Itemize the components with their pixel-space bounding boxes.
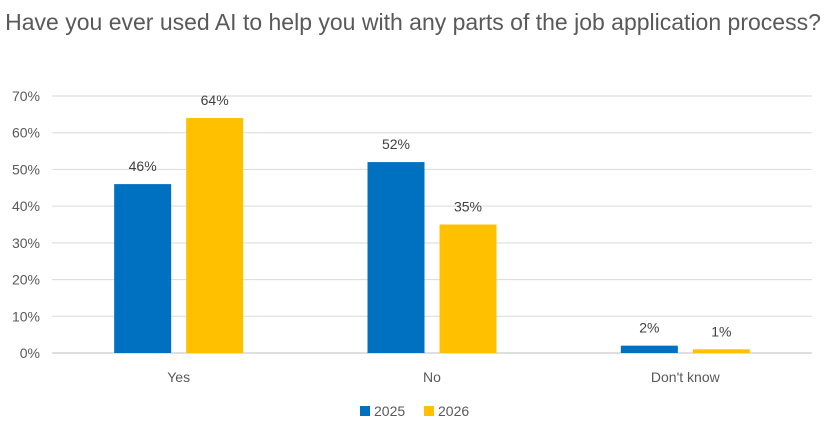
- chart-title: Have you ever used AI to help you with a…: [5, 9, 821, 35]
- y-tick-label: 50%: [12, 161, 40, 177]
- data-label: 64%: [201, 92, 229, 108]
- x-tick-label: Yes: [167, 369, 190, 385]
- bar-2025-no: [367, 162, 425, 353]
- data-label: 1%: [711, 323, 731, 339]
- y-tick-label: 10%: [12, 308, 40, 324]
- y-tick-label: 0%: [20, 345, 40, 361]
- legend-label: 2026: [438, 403, 469, 419]
- y-tick-label: 20%: [12, 272, 40, 288]
- legend-swatch: [424, 406, 434, 416]
- y-tick-label: 40%: [12, 198, 40, 214]
- bar-2026-don-t-know: [692, 349, 750, 353]
- data-label: 52%: [382, 136, 410, 152]
- bar-2025-don-t-know: [620, 345, 678, 353]
- x-tick-label: No: [423, 369, 441, 385]
- bar-2025-yes: [114, 184, 172, 353]
- bar-2026-yes: [186, 118, 244, 354]
- y-tick-label: 60%: [12, 125, 40, 141]
- data-label: 35%: [454, 199, 482, 215]
- data-label: 2%: [639, 320, 659, 336]
- data-label: 46%: [129, 158, 157, 174]
- legend-label: 2025: [374, 403, 405, 419]
- x-tick-label: Don't know: [651, 369, 721, 385]
- legend-swatch: [360, 406, 370, 416]
- y-tick-label: 30%: [12, 235, 40, 251]
- y-tick-label: 70%: [12, 88, 40, 104]
- bar-2026-no: [439, 224, 497, 353]
